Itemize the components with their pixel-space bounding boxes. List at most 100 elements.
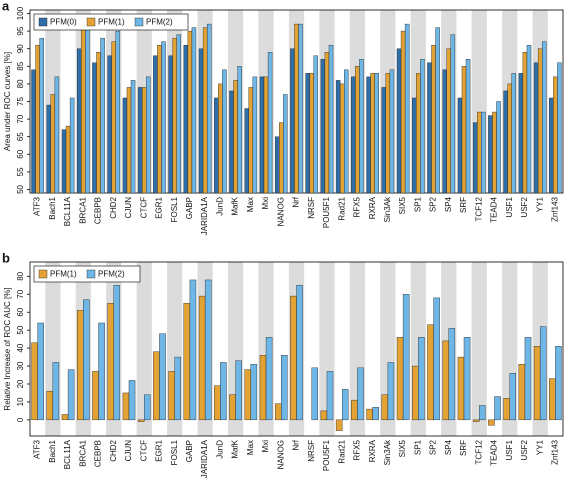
bar xyxy=(461,66,467,194)
bar xyxy=(85,23,90,194)
y-axis-title: Relative Increase of ROC AUC [%] xyxy=(3,287,12,410)
bar xyxy=(524,337,532,421)
bar xyxy=(141,87,147,194)
y-tick-label: 10 xyxy=(16,397,25,406)
stripe xyxy=(136,262,152,436)
x-tick-label: Znf143 xyxy=(550,196,559,221)
bar xyxy=(448,328,456,421)
bar xyxy=(320,410,328,421)
x-tick-label: JARIDA1A xyxy=(200,439,209,478)
x-tick-label: Znf143 xyxy=(550,439,559,464)
bar xyxy=(374,73,379,194)
bar xyxy=(541,41,547,194)
x-tick-label: Max xyxy=(246,197,255,212)
bar xyxy=(61,414,69,421)
bar xyxy=(412,97,417,194)
x-tick-label: CJUN xyxy=(124,197,133,219)
bar xyxy=(244,369,252,421)
bar xyxy=(457,97,463,194)
bar xyxy=(153,55,158,194)
bar xyxy=(229,90,234,194)
bar xyxy=(100,37,105,194)
x-tick-label: BRCA1 xyxy=(78,196,87,223)
bar xyxy=(488,419,495,426)
bar xyxy=(402,294,410,421)
bar xyxy=(39,37,44,194)
x-tick-label: FOSL1 xyxy=(170,196,179,222)
y-tick-label: 90 xyxy=(16,44,25,53)
x-tick-label: EGR1 xyxy=(155,196,164,218)
x-tick-label: TCF12 xyxy=(474,196,483,221)
bar xyxy=(557,62,562,194)
x-tick-label: BCL11A xyxy=(63,196,72,226)
y-tick-label: 80 xyxy=(16,271,25,280)
bar xyxy=(370,73,375,194)
bar xyxy=(463,337,471,421)
bar xyxy=(35,44,40,194)
bar xyxy=(442,69,447,194)
bar xyxy=(381,394,389,421)
bar xyxy=(137,87,143,194)
bar xyxy=(328,44,334,194)
y-tick-label: 30 xyxy=(16,361,25,370)
bar xyxy=(351,76,356,194)
bar xyxy=(522,52,528,194)
bar xyxy=(479,405,486,421)
bar xyxy=(146,76,151,194)
plot-frame xyxy=(29,261,564,437)
y-tick-label: 70 xyxy=(16,114,25,123)
bar xyxy=(126,87,132,194)
bar xyxy=(274,403,282,421)
bar xyxy=(389,69,395,194)
bar xyxy=(98,322,105,421)
y-tick-label: 85 xyxy=(16,61,25,70)
x-tick-label: NANOG xyxy=(276,440,285,469)
bar xyxy=(416,73,421,194)
bar xyxy=(335,419,343,431)
bar xyxy=(404,23,410,194)
bar xyxy=(107,55,112,194)
x-tick-label: POU5F1 xyxy=(322,196,331,228)
x-tick-label: USF1 xyxy=(505,196,514,217)
y-tick-label: 80 xyxy=(16,79,25,88)
legend-swatch xyxy=(134,17,144,27)
bar xyxy=(313,55,319,194)
bar xyxy=(381,87,387,194)
bar xyxy=(344,69,349,194)
y-tick-label: 50 xyxy=(16,325,25,334)
x-tick-label: JunD xyxy=(215,197,224,216)
bar xyxy=(263,76,269,194)
legend-label: PFM(2) xyxy=(98,270,125,279)
bar xyxy=(359,59,364,194)
y-tick-label: 40 xyxy=(16,343,25,352)
bar xyxy=(418,337,425,421)
bar xyxy=(265,337,273,421)
y-tick-label: 75 xyxy=(16,97,25,106)
legend-label: PFM(1) xyxy=(50,270,77,279)
legend-swatch xyxy=(38,17,48,27)
x-tick-label: BRCA1 xyxy=(78,439,87,466)
bar xyxy=(153,351,160,421)
bar xyxy=(488,115,493,194)
stripe xyxy=(471,262,487,436)
bar xyxy=(511,73,516,194)
x-tick-label: TEAD4 xyxy=(490,439,499,465)
bar xyxy=(77,310,84,421)
bar xyxy=(69,97,75,194)
bar xyxy=(198,295,206,421)
bar xyxy=(549,97,554,194)
bar xyxy=(433,297,440,421)
bar xyxy=(168,55,173,194)
bar xyxy=(174,356,181,421)
bar xyxy=(296,285,303,421)
x-tick-label: SIX5 xyxy=(398,196,407,214)
legend-label: PFM(1) xyxy=(98,18,125,27)
bar xyxy=(290,48,295,194)
x-tick-label: CJUN xyxy=(124,440,133,462)
x-tick-label: JARIDA1A xyxy=(200,196,209,235)
x-tick-label: CEBPB xyxy=(94,197,103,224)
bar xyxy=(279,122,284,194)
x-tick-label: TCF12 xyxy=(474,439,483,464)
